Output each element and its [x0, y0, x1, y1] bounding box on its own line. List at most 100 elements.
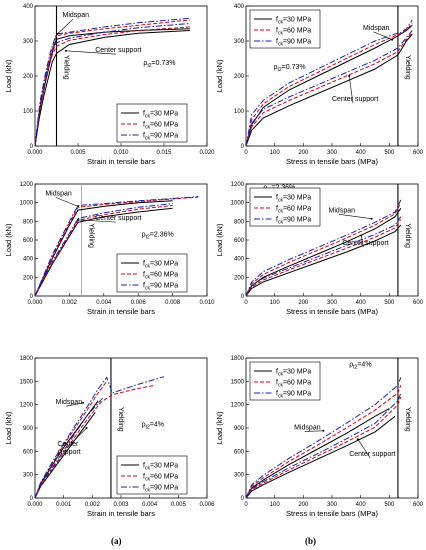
annotation-arrow-head [77, 205, 79, 207]
x-tick-label: 0 [244, 300, 248, 306]
x-tick-label: 0.020 [199, 150, 215, 156]
y-tick-label: 1000 [231, 201, 245, 207]
x-tick-label: 400 [356, 502, 367, 508]
x-tick-label: 400 [356, 300, 367, 306]
y-tick-label: 1200 [231, 403, 245, 409]
x-tick-label: 100 [270, 502, 281, 508]
annotation-arrow [56, 197, 78, 206]
x-tick-label: 0.010 [113, 150, 129, 156]
annotation-arrow [339, 214, 372, 218]
x-tick-label: 200 [298, 300, 309, 306]
yielding-label: Yielding [87, 223, 94, 248]
y-tick-label: 300 [234, 39, 245, 45]
y-tick-label: 400 [23, 257, 34, 263]
x-tick-label: 0.002 [85, 502, 101, 508]
y-tick-label: 200 [23, 74, 34, 80]
y-axis-label: Load (kN) [4, 411, 13, 444]
y-tick-label: 1200 [20, 403, 34, 409]
annotation-arrow-head [65, 50, 67, 52]
panel-label-a: (a) [111, 536, 122, 546]
x-tick-label: 0.000 [27, 502, 43, 508]
y-axis-label: Load (kN) [215, 223, 224, 256]
annotation-center-support: support [57, 449, 80, 456]
x-tick-label: 0.000 [27, 300, 43, 306]
x-tick-label: 0.004 [142, 502, 158, 508]
x-tick-label: 300 [327, 502, 338, 508]
series-line-center-support-1 [246, 397, 401, 498]
x-tick-label: 100 [270, 300, 281, 306]
x-tick-label: 600 [413, 150, 424, 156]
annotation-arrow-head [348, 75, 350, 77]
annotation-midspan: Midspan [56, 399, 83, 406]
x-tick-label: 0 [244, 502, 248, 508]
y-axis-label: Load (kN) [215, 59, 224, 92]
annotation-arrow-head [357, 438, 359, 440]
yielding-label: Yielding [404, 223, 411, 248]
y-tick-label: 1800 [20, 356, 34, 362]
y-tick-label: 600 [23, 449, 34, 455]
annotation-center-support: Center support [342, 240, 388, 247]
annotation-arrow-head [56, 33, 58, 35]
chart-a1: 0.000 0.005 0.010 0.015 0.020 0 100 200 300 400 St… [4, 4, 215, 166]
y-tick-label: 1000 [20, 201, 34, 207]
x-tick-label: 0.003 [113, 502, 129, 508]
x-tick-label: 0.006 [131, 300, 147, 306]
annotation-arrow-head [77, 219, 79, 221]
y-tick-label: 1800 [231, 356, 245, 362]
x-tick-label: 300 [327, 300, 338, 306]
y-tick-label: 300 [234, 473, 245, 479]
x-tick-label: 200 [298, 150, 309, 156]
y-axis-label: Load (kN) [4, 59, 13, 92]
y-axis-label: Load (kN) [4, 223, 13, 256]
rho-label: ρt2=0.73% [143, 60, 175, 69]
x-tick-label: 0.000 [27, 150, 43, 156]
rho-label: ρt2=0.73% [274, 64, 306, 73]
x-tick-label: 400 [356, 150, 367, 156]
series-line-center-support-0 [246, 34, 412, 146]
x-tick-label: 300 [327, 150, 338, 156]
y-tick-label: 200 [23, 275, 34, 281]
y-tick-label: 1500 [231, 379, 245, 385]
y-tick-label: 900 [23, 426, 34, 432]
x-tick-label: 500 [384, 300, 395, 306]
annotation-arrow-head [371, 218, 373, 220]
x-tick-label: 600 [413, 502, 424, 508]
yielding-label: Yielding [404, 407, 411, 432]
annotation-arrow-head [391, 39, 393, 41]
x-tick-label: 500 [384, 150, 395, 156]
y-tick-label: 400 [234, 4, 245, 10]
rho-label: ρt2=4% [349, 361, 371, 370]
y-tick-label: 1200 [20, 182, 34, 188]
x-tick-label: 0.001 [56, 502, 72, 508]
annotation-arrow-head [82, 402, 84, 404]
annotation-midspan: Midspan [45, 190, 72, 197]
x-tick-label: 0.005 [70, 150, 86, 156]
y-tick-label: 300 [23, 39, 34, 45]
x-axis-label: Strain in tensile bars [87, 307, 155, 316]
annotation-center-support: Center support [332, 96, 378, 103]
annotation-midspan: Midspan [363, 25, 390, 32]
y-tick-label: 1500 [20, 379, 34, 385]
x-tick-label: 200 [298, 502, 309, 508]
y-tick-label: 800 [23, 219, 34, 225]
y-tick-label: 1200 [231, 182, 245, 188]
x-tick-label: 500 [384, 502, 395, 508]
y-tick-label: 900 [234, 426, 245, 432]
annotation-center-support: Center support [349, 451, 395, 458]
chart-a3: 0.000 0.001 0.002 0.003 0.004 0.005 0.006 0 300 6… [4, 356, 215, 518]
annotation-midspan: Midspan [63, 12, 90, 19]
chart-b2: 0 100 200 300 400 500 600020040060080010001200… [215, 182, 424, 316]
y-tick-label: 600 [23, 238, 34, 244]
x-tick-label: 0.005 [171, 502, 187, 508]
panel-label-b: (b) [305, 536, 316, 546]
rho-label: ρt2=2.36% [142, 232, 174, 241]
y-tick-label: 200 [234, 275, 245, 281]
chart-b3: 0 100 200 300 400 500 600030060090012001500180… [215, 356, 424, 518]
x-tick-label: 0.015 [156, 150, 172, 156]
annotation-arrow-head [86, 427, 88, 429]
annotation-center-support: Center [57, 441, 79, 448]
y-axis-label: Load (kN) [215, 411, 224, 444]
annotation-arrow-head [360, 235, 362, 237]
